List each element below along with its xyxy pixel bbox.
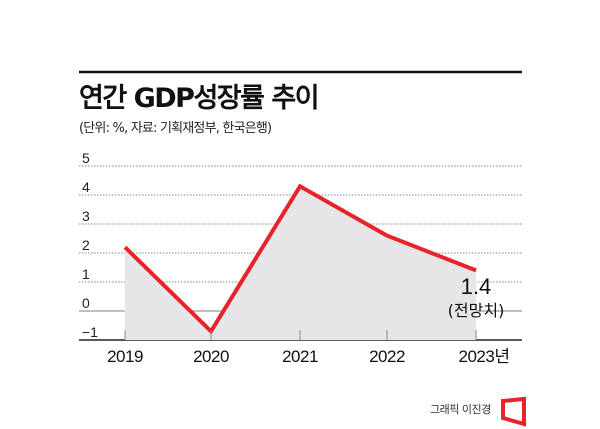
x-tick-label: 2021 <box>282 347 318 366</box>
x-tick-label: 2022 <box>369 347 405 366</box>
x-tick-label: 2020 <box>193 347 229 366</box>
x-tick-label: 2023년 <box>459 347 510 366</box>
chart-title: 연간 GDP성장률 추이 <box>79 83 320 114</box>
y-tick-label: −1 <box>82 324 98 340</box>
y-tick-label: 4 <box>82 179 90 195</box>
area-fill <box>125 186 476 340</box>
y-tick-label: 1 <box>82 266 90 282</box>
chart-subtitle: (단위: %, 자료: 기획재정부, 한국은행) <box>79 121 272 136</box>
data-label-2023: 1.4 <box>461 274 492 299</box>
series-line <box>123 183 477 335</box>
y-tick-label: 3 <box>82 208 90 224</box>
y-tick-label: 2 <box>82 237 90 253</box>
logo-icon <box>501 396 526 427</box>
forecast-note: (전망치) <box>448 301 505 320</box>
y-tick-label: 5 <box>82 150 90 166</box>
graphic-credit: 그래픽 이진경 <box>430 403 491 416</box>
x-tick-label: 2019 <box>107 347 143 366</box>
y-tick-label: 0 <box>82 295 90 311</box>
